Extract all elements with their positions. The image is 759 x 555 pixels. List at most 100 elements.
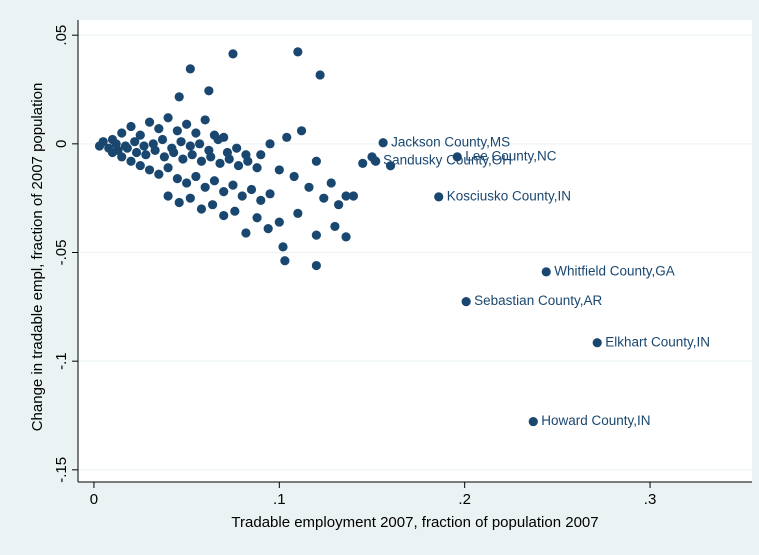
point — [163, 163, 173, 173]
point — [228, 49, 238, 59]
point — [230, 206, 240, 216]
point — [154, 169, 164, 179]
point — [144, 165, 155, 175]
point — [182, 119, 192, 129]
point — [135, 130, 145, 140]
point — [130, 137, 140, 147]
x-axis-title: Tradable employment 2007, fraction of po… — [231, 514, 598, 531]
point — [196, 156, 207, 166]
point — [204, 86, 214, 96]
point — [334, 200, 344, 210]
point — [213, 134, 223, 145]
point — [117, 128, 127, 138]
point — [204, 145, 214, 155]
point — [311, 230, 321, 240]
point-label: Jackson County,MS — [391, 134, 510, 149]
point — [148, 139, 158, 149]
plot-area — [78, 20, 752, 482]
point — [176, 137, 186, 147]
labeled-point — [541, 267, 551, 277]
labeled-point — [528, 416, 538, 427]
point — [200, 115, 210, 125]
point — [315, 70, 325, 80]
point — [174, 197, 184, 208]
point — [144, 117, 155, 127]
point-label: Elkhart County,IN — [605, 334, 710, 349]
y-tick-label: 0 — [53, 140, 70, 148]
point — [94, 141, 105, 151]
point — [163, 113, 173, 123]
point — [178, 154, 188, 164]
y-tick-label: .05 — [53, 25, 70, 46]
point — [207, 200, 218, 210]
labeled-point — [452, 152, 462, 162]
point — [348, 191, 359, 201]
point — [120, 141, 131, 151]
point — [219, 210, 229, 221]
point — [191, 171, 201, 182]
point — [209, 176, 220, 186]
point — [172, 126, 182, 136]
point — [274, 217, 284, 227]
point — [182, 178, 192, 188]
point — [341, 232, 351, 242]
labeled-point — [370, 156, 380, 166]
point — [282, 132, 292, 142]
point — [319, 193, 329, 203]
labeled-point — [378, 138, 388, 148]
point — [131, 147, 142, 158]
point — [141, 150, 151, 160]
y-tick-label: -.05 — [53, 240, 70, 266]
point — [304, 182, 314, 192]
point — [185, 141, 195, 151]
y-tick-label: -.1 — [53, 352, 70, 370]
x-tick-label: .1 — [273, 491, 286, 508]
point — [126, 121, 136, 132]
x-tick-label: .2 — [458, 491, 471, 508]
point — [159, 152, 169, 162]
point — [358, 158, 368, 168]
point-label: Sebastian County,AR — [474, 293, 602, 308]
point — [289, 171, 299, 182]
point — [256, 195, 266, 205]
labeled-point — [592, 338, 602, 348]
point — [241, 150, 251, 160]
point — [185, 193, 195, 203]
point — [252, 213, 262, 223]
point — [107, 147, 118, 158]
point — [330, 221, 340, 232]
point — [174, 92, 184, 102]
point — [191, 128, 201, 138]
point — [256, 150, 266, 160]
point — [163, 191, 173, 201]
point — [117, 152, 127, 162]
point-label: Lee County,NC — [465, 148, 557, 163]
point — [187, 150, 197, 160]
point — [341, 191, 351, 201]
point — [326, 178, 336, 188]
point — [167, 143, 177, 153]
point — [135, 160, 145, 171]
point — [222, 147, 233, 158]
labeled-point — [461, 297, 471, 307]
point — [219, 187, 229, 197]
point — [195, 139, 205, 149]
x-tick-label: 0 — [90, 491, 98, 508]
point-label: Whitfield County,GA — [554, 263, 675, 278]
point-label: Howard County,IN — [541, 413, 650, 428]
point — [139, 141, 149, 151]
point — [293, 47, 303, 57]
x-tick-label: .3 — [644, 491, 657, 508]
point — [274, 165, 284, 175]
point — [228, 180, 238, 190]
point — [172, 174, 182, 184]
point — [311, 156, 321, 166]
point — [280, 256, 290, 266]
point — [252, 163, 262, 173]
point — [246, 184, 257, 195]
y-tick-label: -.15 — [53, 457, 70, 483]
point — [111, 139, 121, 149]
point — [157, 134, 168, 145]
point — [215, 158, 225, 168]
point — [385, 161, 396, 171]
